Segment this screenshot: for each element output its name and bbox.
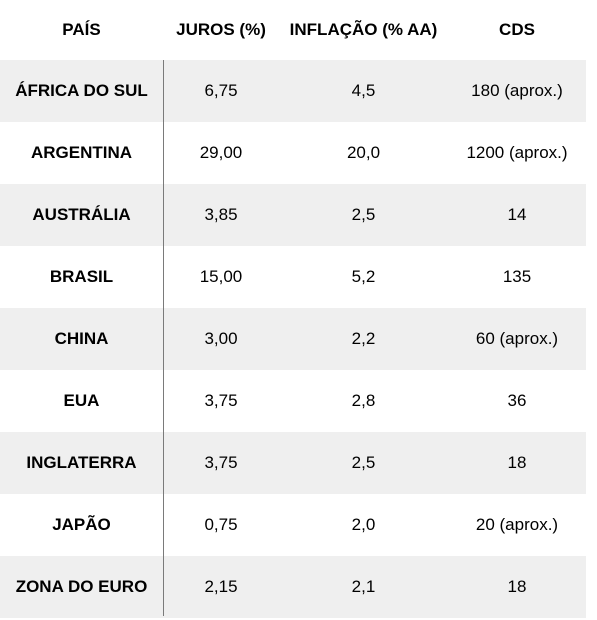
inflacao-cell: 2,0: [351, 515, 376, 534]
juros-cell: 29,00: [199, 143, 243, 162]
juros-cell: 15,00: [199, 267, 243, 286]
table-row: INGLATERRA 3,75 2,5 18: [0, 432, 586, 494]
country-cell: CHINA: [54, 329, 109, 348]
country-cell: JAPÃO: [52, 515, 111, 534]
cds-cell: 1200 (aprox.): [466, 143, 568, 162]
table-header-row: PAÍS JUROS (%) INFLAÇÃO (% AA) CDS: [0, 0, 586, 60]
header-juros: JUROS (%): [176, 20, 266, 39]
cds-cell: 14: [507, 205, 527, 224]
country-cell: ZONA DO EURO: [15, 577, 148, 596]
country-cell: AUSTRÁLIA: [32, 205, 131, 224]
juros-cell: 3,75: [204, 391, 238, 410]
inflacao-cell: 5,2: [351, 267, 376, 286]
table-row: EUA 3,75 2,8 36: [0, 370, 586, 432]
country-cell: BRASIL: [49, 267, 114, 286]
cds-cell: 180 (aprox.): [471, 81, 563, 100]
cds-cell: 18: [507, 453, 527, 472]
inflacao-cell: 2,1: [351, 577, 376, 596]
country-cell: EUA: [63, 391, 100, 410]
inflacao-cell: 2,5: [351, 453, 376, 472]
country-cell: ÁFRICA DO SUL: [15, 81, 148, 100]
country-cell: INGLATERRA: [26, 453, 137, 472]
table-row: BRASIL 15,00 5,2 135: [0, 246, 586, 308]
inflacao-cell: 20,0: [346, 143, 381, 162]
cds-cell: 135: [502, 267, 532, 286]
juros-cell: 3,75: [204, 453, 238, 472]
inflacao-cell: 2,2: [351, 329, 376, 348]
table-row: AUSTRÁLIA 3,85 2,5 14: [0, 184, 586, 246]
juros-cell: 3,00: [204, 329, 238, 348]
table-row: ÁFRICA DO SUL 6,75 4,5 180 (aprox.): [0, 60, 586, 122]
inflacao-cell: 2,5: [351, 205, 376, 224]
country-cell: ARGENTINA: [30, 143, 133, 162]
column-divider: [163, 60, 164, 616]
cds-cell: 18: [507, 577, 527, 596]
header-country: PAÍS: [62, 20, 101, 39]
juros-cell: 2,15: [204, 577, 238, 596]
cds-cell: 60 (aprox.): [475, 329, 559, 348]
table-row: CHINA 3,00 2,2 60 (aprox.): [0, 308, 586, 370]
inflacao-cell: 2,8: [351, 391, 376, 410]
juros-cell: 6,75: [204, 81, 238, 100]
juros-cell: 0,75: [204, 515, 238, 534]
cds-cell: 36: [507, 391, 527, 410]
header-inflacao: INFLAÇÃO (% AA): [289, 20, 438, 39]
table-row: ARGENTINA 29,00 20,0 1200 (aprox.): [0, 122, 586, 184]
header-cds: CDS: [499, 20, 535, 39]
table-row: ZONA DO EURO 2,15 2,1 18: [0, 556, 586, 618]
inflacao-cell: 4,5: [351, 81, 376, 100]
juros-cell: 3,85: [204, 205, 238, 224]
cds-cell: 20 (aprox.): [475, 515, 559, 534]
table-row: JAPÃO 0,75 2,0 20 (aprox.): [0, 494, 586, 556]
